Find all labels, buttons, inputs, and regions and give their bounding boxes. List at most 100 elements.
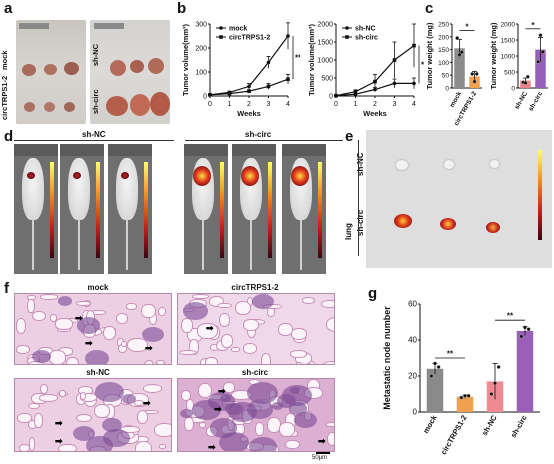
label-circTRPS1-2: circTRPS1-2 [0,75,9,120]
x-tick-label: 4 [286,101,290,108]
y-axis-label: Tumor volume(mm³) [307,24,316,96]
data-point [208,93,212,97]
data-point [523,325,527,330]
bar-mock [454,48,465,88]
data-point [373,87,377,92]
legend-marker [345,26,349,30]
data-point [286,77,290,81]
y-tick-label: 2000 [501,22,516,29]
label-sh-NC: sh-NC [91,43,100,66]
label-mock: mock [0,50,9,70]
panel-letter-e: e [345,128,354,145]
y-tick-label: 0 [413,408,418,417]
arrow-icon: ➡ [145,343,153,353]
y-tick-label: 500 [504,70,515,77]
data-point [526,327,531,332]
data-point [519,334,524,339]
data-point [455,36,460,41]
data-point [540,49,545,54]
data-point [525,74,530,79]
data-point [489,392,494,396]
y-tick-label: 2000 [317,22,333,29]
lung-imaging-panel [366,130,552,268]
tumor-photo-right [90,20,170,124]
arrow-icon: ➡ [318,436,326,446]
x-tick-label: 2 [373,101,377,108]
tumor-photo-left [16,20,86,124]
bar-circTRPS1-2 [456,396,474,412]
data-point [496,365,501,369]
y-tick-label: 200 [195,46,207,53]
data-point [523,80,528,85]
data-point [227,91,232,96]
category-label: mock [449,90,464,109]
data-point [538,33,543,38]
x-tick-label: 3 [267,101,271,108]
data-point [247,84,251,89]
arrow-icon: ➡ [143,398,151,408]
data-point [373,79,377,84]
histology-image-sh-circ: ➡ ➡ ➡ ➡ [177,378,335,452]
histology-image-circTRPS1-2: ➡ [177,293,335,365]
y-tick-label: 60 [408,300,417,309]
bar-sh-circ [516,331,534,412]
y-tick-label: 500 [321,76,333,83]
data-point [266,60,271,65]
significance-label: ** [507,312,514,321]
x-tick-label: 2 [247,101,251,108]
data-point [392,58,397,62]
y-tick-label: 0 [445,86,449,93]
category-label: sh-circ [509,414,529,440]
legend-label: sh-NC [355,26,376,33]
significance-label: * [531,21,535,30]
data-point [353,89,358,94]
histo-title-sh-circ: sh-circ [241,368,269,377]
y-tick-label: 100 [195,70,207,77]
chart-b-left: 0 100 200 300 0 1 2 3 4 Weeks Tumor volume(mm³) moc… [181,22,300,119]
data-point [286,34,290,38]
data-point [466,393,471,398]
data-point [536,59,541,64]
ivis-image [282,144,326,274]
label-lung: lung [344,223,353,240]
divider [358,140,359,256]
divider [14,140,174,141]
panel-letter-g: g [368,285,378,302]
x-tick-label: 1 [354,101,358,108]
data-point [429,374,434,378]
ivis-image [60,144,104,274]
y-tick-label: 50 [442,73,450,80]
label-d-sh-circ: sh-circ [245,130,272,139]
data-point [412,43,416,48]
arrow-icon: ➡ [206,323,214,333]
data-point [470,71,475,76]
divider [185,140,343,141]
panel-letter-a: a [4,0,13,17]
category-label: sh-NC [480,413,499,437]
histology-image-sh-NC: ➡ ➡ ➡ [14,378,172,452]
data-point [436,365,441,369]
significance-label: ** [295,54,300,63]
category-label: circTRPS1-2 [439,414,469,457]
legend-label: circTRPS1-2 [229,35,270,42]
panel-letter-c: c [425,0,434,17]
panel-letter-d: d [4,128,14,145]
panel-letter-f: f [4,280,9,297]
y-tick-label: 200 [438,34,449,41]
arrow-icon: ➡ [218,386,226,396]
arrow-icon: ➡ [208,442,216,452]
label-sh-circ: sh-circ [91,89,100,114]
histo-title-mock: mock [87,283,109,292]
category-label: sh-NC [514,90,530,110]
legend-marker [345,35,349,39]
data-point [412,81,416,86]
y-tick-label: 300 [195,22,207,29]
y-tick-label: 0 [329,94,333,101]
data-point [459,395,464,400]
category-label: sh-circ [528,90,545,112]
y-tick-label: 40 [408,336,417,345]
y-axis-label: Tumor volume(mm³) [181,24,190,96]
label-d-sh-NC: sh-NC [82,130,106,139]
data-point [472,79,477,84]
